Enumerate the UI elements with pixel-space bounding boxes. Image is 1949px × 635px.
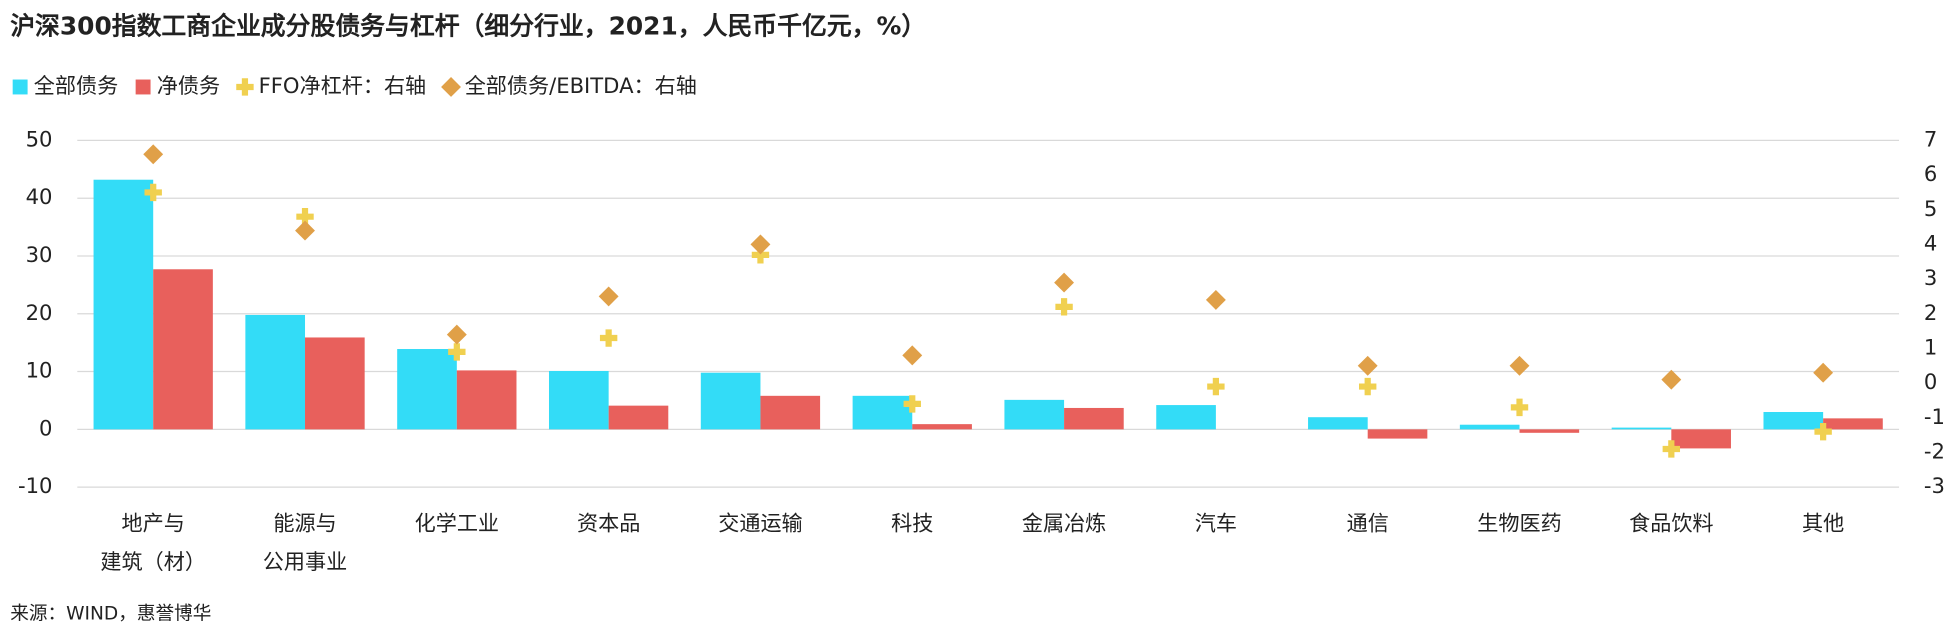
ebitda-marker xyxy=(295,220,315,241)
y2-tick-label: -2 xyxy=(1924,438,1945,463)
x-tick-label: 公用事业 xyxy=(263,549,347,574)
y2-tick-label: 7 xyxy=(1924,126,1937,151)
legend: 全部债务 净债务 FFO净杠杆：右轴 全部债务/EBITDA：右轴 xyxy=(12,73,697,98)
legend-label: FFO净杠杆：右轴 xyxy=(259,73,427,98)
bar xyxy=(1308,417,1368,430)
x-tick-label: 交通运输 xyxy=(718,510,802,535)
bar xyxy=(1823,418,1883,430)
bar xyxy=(456,370,517,430)
x-tick-label: 科技 xyxy=(891,510,933,535)
x-tick-label: 食品饮料 xyxy=(1629,510,1713,535)
y2-tick-label: 3 xyxy=(1924,265,1937,290)
ebitda-marker xyxy=(1205,289,1226,310)
y-tick-label: 20 xyxy=(26,300,53,325)
y2-tick-label: 2 xyxy=(1924,300,1937,325)
x-tick-label: 能源与 xyxy=(273,510,336,535)
ffo-marker xyxy=(903,395,921,413)
bar xyxy=(1004,399,1065,430)
legend-swatch xyxy=(12,79,28,95)
ebitda-marker xyxy=(1509,355,1530,376)
legend-label: 净债务 xyxy=(157,73,220,98)
legend-label: 全部债务 xyxy=(34,73,118,98)
bar xyxy=(245,314,306,430)
ffo-marker xyxy=(1814,422,1832,441)
bar xyxy=(1367,429,1428,439)
x-tick-label: 其他 xyxy=(1802,510,1844,535)
bar xyxy=(700,372,761,430)
bar xyxy=(153,269,213,430)
y-tick-label: 10 xyxy=(26,358,53,383)
bar xyxy=(1519,429,1580,433)
ffo-marker xyxy=(1055,298,1073,316)
legend-label: 全部债务/EBITDA：右轴 xyxy=(465,73,697,98)
ebitda-marker xyxy=(598,286,619,307)
ebitda-marker xyxy=(902,345,923,366)
x-tick-label: 汽车 xyxy=(1195,510,1237,535)
y2-tick-label: 6 xyxy=(1924,161,1937,186)
y2-tick-label: 0 xyxy=(1924,369,1937,394)
y-tick-label: 0 xyxy=(39,415,52,440)
x-tick-label: 建筑（材） xyxy=(100,549,206,574)
x-tick-label: 化学工业 xyxy=(415,510,499,535)
bar xyxy=(397,349,457,430)
bar xyxy=(852,395,913,430)
ebitda-marker xyxy=(1813,362,1834,383)
ebitda-marker xyxy=(750,234,771,255)
bar xyxy=(912,424,972,430)
ffo-marker xyxy=(599,329,618,347)
bar xyxy=(1611,427,1672,430)
source: 来源：WIND，惠誉博华 xyxy=(10,603,211,624)
x-tick-label: 资本品 xyxy=(577,510,640,535)
legend-swatch xyxy=(441,77,461,97)
ffo-marker xyxy=(448,343,466,361)
bar xyxy=(608,405,669,430)
ffo-marker xyxy=(296,207,314,226)
y-tick-label: -10 xyxy=(18,473,52,498)
bar xyxy=(1156,405,1216,430)
x-tick-label: 生物医药 xyxy=(1477,510,1561,535)
ebitda-marker xyxy=(1661,369,1682,390)
ebitda-marker xyxy=(143,144,164,165)
ffo-marker xyxy=(144,183,162,202)
legend-swatch xyxy=(236,78,254,96)
bar xyxy=(1459,424,1520,430)
y-tick-label: 40 xyxy=(26,184,53,209)
ffo-marker xyxy=(1359,377,1377,396)
y2-tick-label: 1 xyxy=(1924,334,1937,359)
ffo-marker xyxy=(1207,377,1225,396)
bar xyxy=(1064,407,1124,430)
legend-swatch xyxy=(135,79,151,95)
ffo-marker xyxy=(751,246,770,264)
bar xyxy=(305,337,365,430)
ffo-marker xyxy=(1662,440,1681,458)
y-tick-label: 30 xyxy=(26,242,53,267)
y-tick-label: 50 xyxy=(26,126,53,151)
ebitda-marker xyxy=(446,324,467,345)
chart-title: 沪深300指数工商企业成分股债务与杠杆（细分行业，2021，人民币千亿元，%） xyxy=(10,11,926,40)
bar xyxy=(93,179,154,430)
bar xyxy=(548,370,609,430)
y2-tick-label: -1 xyxy=(1924,404,1945,429)
ffo-marker xyxy=(1510,398,1529,417)
y2-tick-label: -3 xyxy=(1924,473,1945,498)
bar xyxy=(760,395,821,430)
x-tick-label: 金属冶炼 xyxy=(1022,510,1106,535)
bar xyxy=(1671,429,1731,449)
y2-tick-label: 5 xyxy=(1924,196,1937,221)
ebitda-marker xyxy=(1357,355,1378,376)
y2-tick-label: 4 xyxy=(1924,230,1937,255)
ebitda-marker xyxy=(1054,272,1075,293)
x-tick-label: 通信 xyxy=(1347,510,1389,535)
bar xyxy=(1763,412,1824,430)
x-tick-label: 地产与 xyxy=(122,510,185,535)
